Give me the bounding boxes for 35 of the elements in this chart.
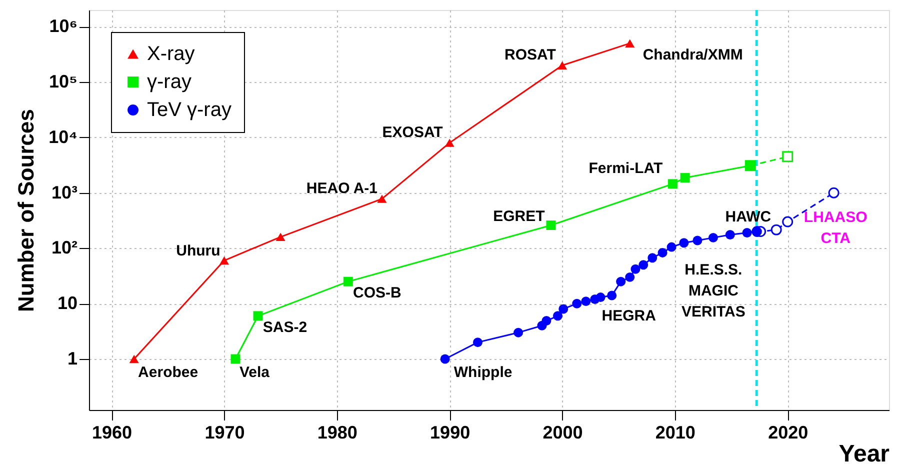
annotation: EXOSAT bbox=[382, 124, 443, 141]
annotation: Vela bbox=[239, 364, 270, 381]
x-axis-title: Year bbox=[838, 440, 890, 468]
y-tick-label: 10³ bbox=[51, 182, 78, 202]
y-tick-label: 10⁶ bbox=[49, 16, 78, 36]
annotation: SAS-2 bbox=[262, 318, 308, 336]
annotation: HAWC bbox=[725, 208, 772, 226]
x-tick-label: 2000 bbox=[542, 422, 583, 442]
annotation: EGRET bbox=[493, 208, 545, 226]
annotation: HEAO A-1 bbox=[306, 180, 378, 197]
legend-label: γ-ray bbox=[147, 71, 192, 93]
annotation: Aerobee bbox=[138, 364, 198, 381]
x-tick-label: 1990 bbox=[430, 422, 470, 442]
annotation: Chandra/XMM bbox=[642, 46, 743, 64]
annotation: H.E.S.S. MAGIC VERITAS bbox=[682, 261, 746, 320]
annotation: ROSAT bbox=[504, 46, 556, 64]
annotation: Whipple bbox=[454, 364, 512, 381]
x-tick-label: 2010 bbox=[655, 422, 696, 442]
y-tick-label: 10⁵ bbox=[49, 72, 78, 92]
x-tick-label: 1960 bbox=[92, 422, 132, 442]
annotation: Fermi-LAT bbox=[588, 160, 663, 177]
annotation: COS-B bbox=[352, 284, 402, 302]
legend-label: TeV γ-ray bbox=[147, 99, 232, 121]
y-tick-label: 1 bbox=[67, 348, 78, 368]
x-tick-label: 2020 bbox=[768, 422, 808, 442]
legend-label: X-ray bbox=[147, 43, 195, 65]
x-tick-label: 1970 bbox=[204, 422, 245, 442]
y-tick-label: 10² bbox=[51, 238, 78, 258]
y-tick-label: 10⁴ bbox=[48, 126, 78, 147]
annotation: HEGRA bbox=[602, 308, 656, 325]
annotation: Uhuru bbox=[176, 242, 220, 260]
y-axis-title: Number of Sources bbox=[14, 109, 39, 312]
x-tick-label: 1980 bbox=[317, 422, 358, 442]
annotation: LHAASO CTA bbox=[804, 208, 868, 247]
y-tick-label: 10 bbox=[57, 293, 78, 314]
